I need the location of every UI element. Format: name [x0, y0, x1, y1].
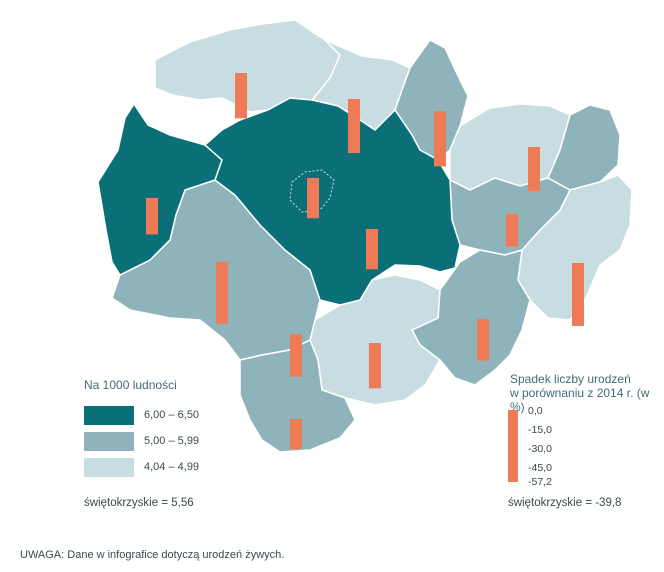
legend-swatch-low — [84, 458, 134, 477]
decline-scale-label-0: 0,0 — [528, 405, 543, 417]
decline-scale-label-3: -45,0 — [528, 462, 552, 474]
decline-bar-8 — [572, 263, 584, 326]
legend-label-low: 4,04 – 4,99 — [144, 461, 200, 473]
legend-label-high: 6,00 – 6,50 — [144, 409, 200, 421]
decline-scale-label-4: -57,2 — [528, 476, 552, 488]
decline-regional-average: świętokrzyskie = -39,8 — [508, 497, 622, 509]
legend-swatch-mid — [84, 432, 134, 451]
decline-bar-0 — [235, 73, 247, 119]
decline-scale-label-1: -15,0 — [528, 424, 552, 436]
decline-bar-2 — [434, 111, 446, 167]
decline-bar-11 — [290, 334, 302, 377]
district-map — [97, 19, 633, 453]
footnote: UWAGA: Dane w infografice dotyczą urodze… — [20, 549, 285, 561]
decline-bar-3 — [528, 147, 540, 192]
decline-bar-9 — [216, 262, 228, 324]
decline-title-line1: Spadek liczby urodzeń — [510, 372, 631, 386]
decline-bar-5 — [146, 198, 158, 235]
decline-legend-title: Spadek liczby urodzeń w porównaniu z 201… — [510, 372, 660, 414]
legend-swatch-high — [84, 406, 134, 425]
decline-scale-label-2: -30,0 — [528, 443, 552, 455]
decline-bar-4 — [307, 178, 319, 219]
district-opatowski — [547, 104, 621, 191]
decline-bar-10 — [477, 319, 489, 361]
decline-bar-1 — [348, 99, 360, 154]
decline-bar-12 — [369, 343, 381, 389]
legend-regional-average: świętokrzyskie = 5,56 — [84, 497, 194, 509]
district-kielecki — [203, 97, 461, 306]
decline-scale-bar — [508, 410, 518, 482]
decline-bars — [146, 73, 584, 450]
legend-label-mid: 5,00 – 5,99 — [144, 435, 200, 447]
decline-bar-6 — [506, 214, 518, 247]
decline-bar-13 — [290, 419, 302, 450]
legend-title: Na 1000 ludności — [84, 378, 177, 392]
decline-bar-7 — [366, 229, 378, 270]
district-konecki — [154, 19, 341, 113]
